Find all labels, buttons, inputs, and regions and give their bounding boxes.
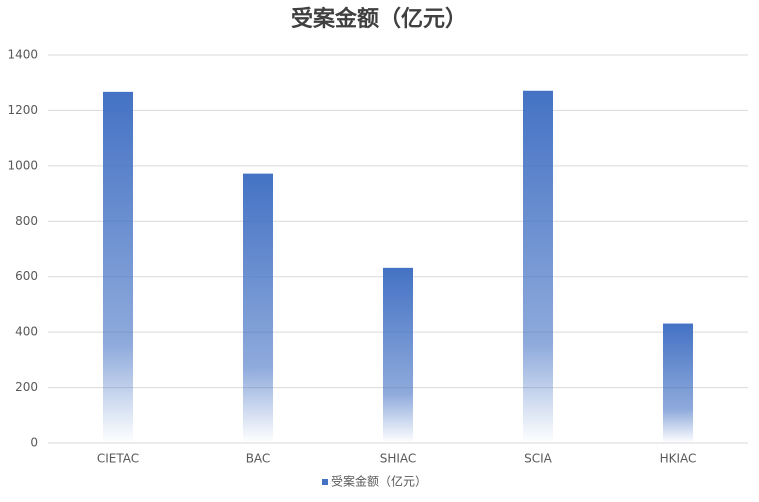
chart-title: 受案金额（亿元） bbox=[291, 6, 467, 32]
x-tick-label: HKIAC bbox=[660, 452, 697, 466]
bar bbox=[103, 91, 133, 444]
bar bbox=[663, 323, 693, 443]
y-tick-label: 600 bbox=[15, 269, 38, 283]
bar bbox=[523, 90, 553, 443]
y-tick-label: 1000 bbox=[7, 158, 38, 172]
bar bbox=[243, 173, 273, 444]
x-tick-label: SCIA bbox=[524, 452, 553, 466]
y-tick-label: 400 bbox=[15, 325, 38, 339]
y-tick-label: 1400 bbox=[7, 48, 38, 62]
bar bbox=[383, 267, 413, 443]
x-tick-label: SHIAC bbox=[380, 452, 417, 466]
x-tick-label: BAC bbox=[246, 452, 271, 466]
y-tick-label: 1200 bbox=[7, 103, 38, 117]
legend-marker bbox=[322, 479, 328, 485]
y-tick-label: 200 bbox=[15, 380, 38, 394]
x-tick-label: CIETAC bbox=[97, 452, 139, 466]
y-tick-label: 800 bbox=[15, 214, 38, 228]
y-tick-label: 0 bbox=[30, 436, 38, 450]
legend-label: 受案金额（亿元） bbox=[331, 474, 427, 489]
